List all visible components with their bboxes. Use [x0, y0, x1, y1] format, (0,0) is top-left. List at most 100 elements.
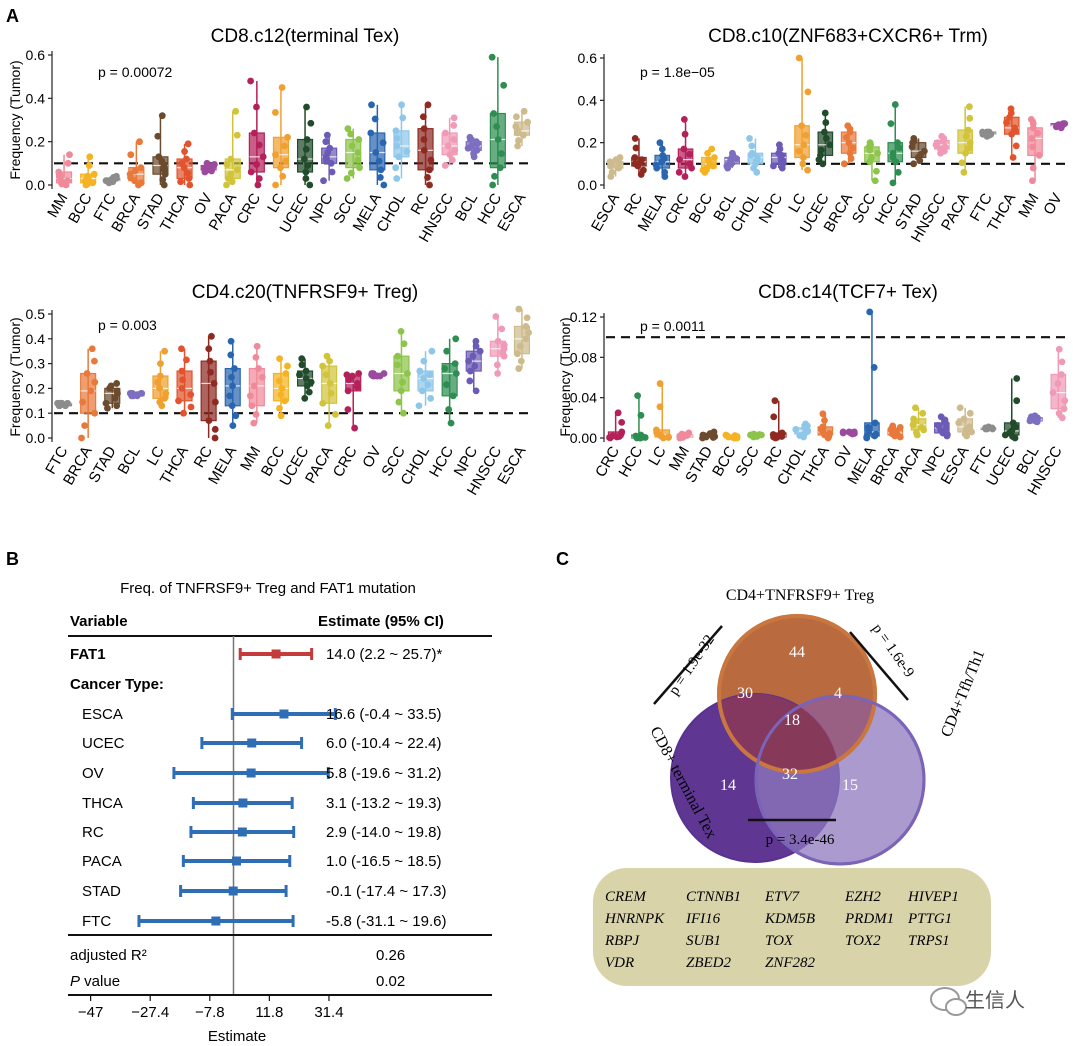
data-point: [451, 360, 459, 367]
data-point: [137, 389, 145, 397]
data-point: [492, 313, 500, 320]
box-npc: [934, 413, 951, 440]
data-point: [940, 147, 948, 155]
data-point: [305, 388, 313, 396]
box-bcc: [722, 431, 741, 442]
data-point: [912, 429, 920, 436]
data-point: [344, 125, 352, 133]
data-point: [1012, 127, 1020, 135]
forest-footer-p-value: 0.02: [376, 973, 405, 990]
data-point: [368, 371, 376, 379]
box-ucec: [296, 103, 315, 189]
data-point: [866, 146, 874, 154]
box-brca: [840, 122, 857, 168]
data-point: [847, 155, 855, 162]
forest-row-rc: RC 2.9 (-14.0 ~ 19.8): [82, 824, 442, 841]
data-point: [253, 342, 261, 350]
forest-row-label: ESCA: [82, 706, 123, 723]
data-point: [871, 419, 879, 427]
data-point: [379, 139, 387, 147]
data-point: [803, 422, 811, 430]
box-bcl: [126, 389, 146, 400]
data-point: [822, 119, 830, 126]
data-point: [773, 434, 781, 441]
data-point: [354, 149, 362, 156]
x-tick-label: CRC: [592, 443, 623, 480]
data-point: [985, 131, 993, 139]
forest-x-tick-label: 11.8: [255, 1004, 283, 1021]
data-point: [258, 373, 266, 381]
box-mm: [1027, 115, 1043, 185]
data-point: [1029, 177, 1036, 185]
data-point: [58, 180, 66, 188]
forest-x-tick-label: −27.4: [131, 1004, 169, 1021]
data-point: [750, 164, 757, 172]
data-point: [513, 113, 520, 121]
data-point: [631, 154, 639, 161]
data-point: [493, 361, 501, 369]
data-point: [1054, 380, 1062, 387]
data-point: [889, 154, 897, 161]
data-point: [612, 156, 620, 164]
box-crc: [606, 409, 626, 442]
forest-estimate-text: 3.1 (-13.2 ~ 19.3): [326, 795, 442, 812]
forest-plot: Freq. of TNFRSF9+ Treg and FAT1 mutation…: [68, 580, 492, 1045]
forest-title: Freq. of TNFRSF9+ Treg and FAT1 mutation: [120, 580, 416, 597]
data-point: [227, 170, 235, 178]
data-point: [231, 365, 238, 372]
y-axis-label: Frequency (Tumor): [557, 317, 573, 436]
data-point: [307, 378, 315, 386]
data-point: [680, 145, 688, 153]
data-point: [178, 385, 186, 392]
data-point: [160, 181, 168, 189]
data-point: [966, 409, 974, 417]
data-point: [347, 169, 355, 177]
data-point: [271, 109, 279, 116]
data-point: [376, 174, 384, 181]
data-point: [966, 114, 974, 122]
data-point: [444, 142, 452, 150]
data-point: [771, 397, 779, 405]
data-point: [661, 168, 669, 176]
data-point: [298, 355, 306, 363]
data-point: [941, 416, 949, 424]
data-point: [490, 110, 498, 117]
box-npc: [770, 141, 787, 172]
data-point: [746, 135, 753, 142]
data-point: [110, 174, 117, 181]
data-point: [917, 150, 925, 158]
box-mela: [863, 308, 880, 442]
data-point: [419, 113, 427, 121]
data-point: [500, 341, 508, 349]
data-point: [367, 129, 375, 137]
data-point: [821, 128, 828, 136]
data-point: [211, 425, 219, 433]
data-point: [665, 434, 672, 441]
forest-point-estimate: [228, 886, 238, 896]
data-point: [229, 422, 237, 429]
data-point: [519, 131, 527, 139]
gene-ifi16: IFI16: [685, 911, 721, 927]
box-bcc: [272, 355, 291, 420]
data-point: [496, 164, 504, 172]
data-point: [355, 136, 363, 143]
data-point: [332, 411, 339, 418]
box-hcc: [441, 335, 460, 427]
data-point: [489, 181, 497, 189]
data-point: [1011, 423, 1019, 431]
data-point: [178, 367, 186, 375]
box-thca: [175, 345, 195, 417]
data-point: [428, 347, 436, 355]
forest-point-estimate: [247, 738, 257, 748]
y-tick-label: 0.6: [578, 50, 598, 66]
data-point: [327, 159, 335, 167]
data-point: [910, 137, 918, 144]
data-point: [524, 118, 531, 126]
data-point: [706, 430, 714, 437]
data-point: [872, 430, 880, 438]
watermark: 生信人: [930, 987, 1025, 1016]
data-point: [637, 434, 645, 442]
venn-overlap-center: [756, 696, 839, 772]
data-point: [825, 433, 833, 440]
data-point: [965, 103, 973, 111]
